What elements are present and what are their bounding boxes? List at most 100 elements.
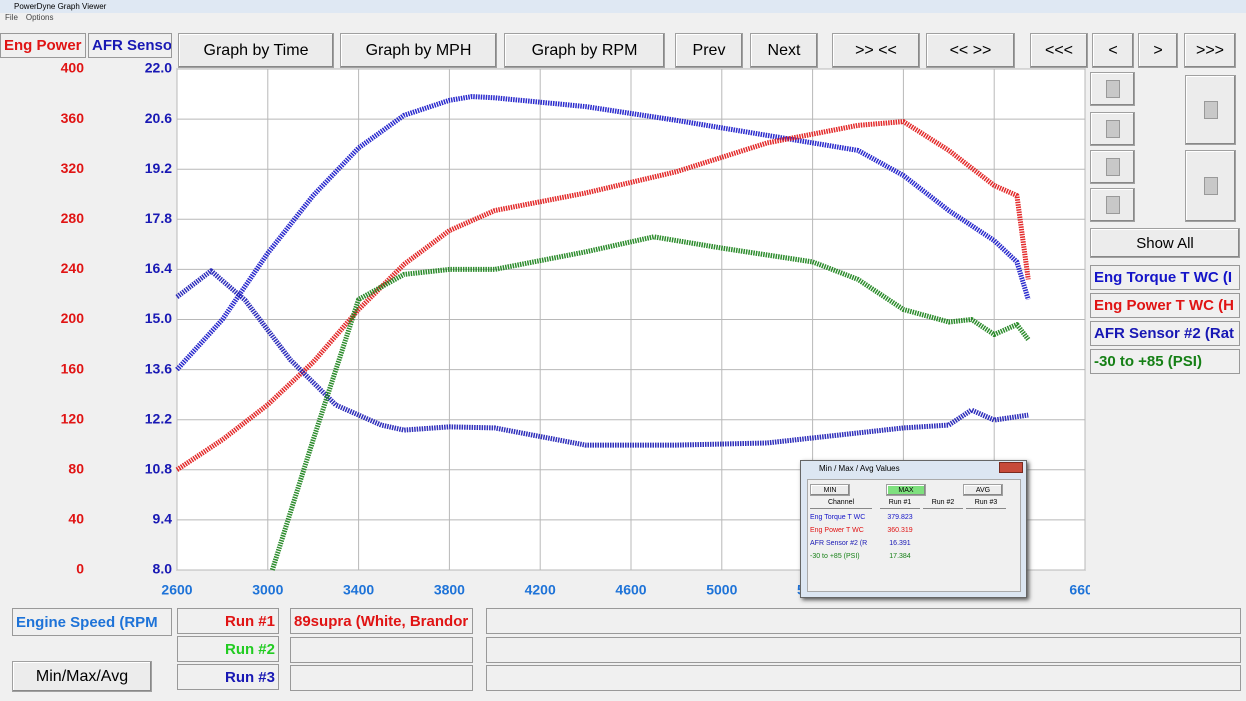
- scroll-button[interactable]: [1090, 112, 1135, 146]
- x-tick-label: 3800: [434, 582, 465, 598]
- x-tick-label: 2600: [161, 582, 192, 598]
- y2-tick-label: 20.6: [145, 110, 172, 126]
- y-tick-label: 120: [61, 410, 85, 426]
- run-info: [486, 637, 1241, 663]
- toolbar-button[interactable]: Next: [750, 33, 818, 68]
- x-tick-label: 3000: [252, 582, 283, 598]
- dialog-cell: Eng Power T WC: [810, 527, 864, 534]
- menu-item[interactable]: File: [5, 13, 18, 22]
- y-tick-label: 160: [61, 360, 85, 376]
- x-tick-label: 4600: [615, 582, 646, 598]
- toolbar-button[interactable]: <<<: [1030, 33, 1088, 68]
- y2-tick-label: 19.2: [145, 160, 172, 176]
- x-tick-label: 4200: [525, 582, 556, 598]
- series-line: [175, 268, 1029, 448]
- window-title: PowerDyne Graph Viewer: [14, 2, 107, 11]
- scroll-button[interactable]: [1185, 75, 1236, 145]
- x-axis-label: Engine Speed (RPM: [12, 608, 172, 636]
- min-max-avg-dialog: Min / Max / Avg Values MIN MAX AVG Channel R…: [800, 460, 1027, 598]
- y2-tick-label: 9.4: [153, 511, 173, 527]
- menu-item[interactable]: Options: [25, 13, 54, 22]
- x-tick-label: 5000: [706, 582, 737, 598]
- series-line: [175, 119, 1031, 472]
- toolbar-button[interactable]: Graph by MPH: [340, 33, 497, 68]
- dialog-title: Min / Max / Avg Values: [819, 464, 900, 473]
- y-tick-label: 200: [61, 310, 85, 326]
- dialog-button[interactable]: MIN: [810, 484, 850, 496]
- dialog-body: MIN MAX AVG Channel Run #1 Run #2 Run #3 Eng To…: [807, 479, 1021, 592]
- scroll-icon: [1203, 101, 1218, 119]
- y2-tick-label: 17.8: [145, 210, 172, 226]
- y2-tick-label: 10.8: [145, 461, 172, 477]
- legend-entry[interactable]: AFR Sensor #2 (Rat: [1090, 321, 1240, 346]
- run-label: Run #3: [177, 664, 279, 690]
- series-line: [269, 234, 1031, 571]
- min-max-avg-button[interactable]: Min/Max/Avg: [12, 661, 152, 692]
- legend-entry[interactable]: Eng Torque T WC (I: [1090, 265, 1240, 290]
- dialog-header: Run #3: [966, 499, 1006, 509]
- chart: 2600300034003800420046005000540058006200…: [61, 60, 1090, 598]
- run-label: Run #2: [177, 636, 279, 662]
- scroll-icon: [1105, 196, 1120, 214]
- scroll-icon: [1105, 158, 1120, 176]
- y-tick-label: 80: [68, 461, 84, 477]
- dialog-header: Run #2: [923, 499, 963, 509]
- show-all-button[interactable]: Show All: [1090, 228, 1240, 258]
- run-label: Run #1: [177, 608, 279, 634]
- toolbar-button[interactable]: <: [1092, 33, 1134, 68]
- y2-tick-label: 15.0: [145, 310, 172, 326]
- run-name-empty: [290, 665, 473, 691]
- scroll-icon: [1105, 120, 1120, 138]
- toolbar-button[interactable]: >: [1138, 33, 1178, 68]
- scroll-button[interactable]: [1090, 72, 1135, 106]
- toolbar-button[interactable]: Graph by Time: [178, 33, 334, 68]
- dialog-cell: 16.391: [889, 540, 911, 547]
- y2-tick-label: 13.6: [145, 360, 172, 376]
- y-tick-label: 400: [61, 60, 85, 76]
- y2-tick-label: 12.2: [145, 410, 172, 426]
- dialog-cell: AFR Sensor #2 (R: [810, 540, 868, 547]
- run-name: 89supra (White, Brandor: [290, 608, 473, 634]
- toolbar-button[interactable]: << >>: [926, 33, 1015, 68]
- title-bar: PowerDyne Graph Viewer: [0, 0, 1246, 13]
- dialog-cell: 379.823: [887, 514, 913, 521]
- scroll-icon: [1105, 80, 1120, 98]
- scroll-button[interactable]: [1090, 150, 1135, 184]
- legend-entry[interactable]: -30 to +85 (PSI): [1090, 349, 1240, 374]
- run-info: [486, 608, 1241, 634]
- y2-tick-label: 8.0: [153, 561, 173, 577]
- menu-bar: File Options: [0, 13, 1246, 25]
- scroll-icon: [1203, 177, 1218, 195]
- toolbar-button[interactable]: >>>: [1184, 33, 1236, 68]
- x-tick-label: 3400: [343, 582, 374, 598]
- close-button[interactable]: [999, 462, 1023, 473]
- dialog-cell: Eng Torque T WC: [810, 514, 866, 521]
- dialog-cell: -30 to +85 (PSI): [810, 553, 860, 560]
- y-axis-label: Eng Power: [0, 33, 86, 58]
- y2-tick-label: 22.0: [145, 60, 172, 76]
- legend-entry[interactable]: Eng Power T WC (H: [1090, 293, 1240, 318]
- y-tick-label: 280: [61, 210, 85, 226]
- y2-tick-label: 16.4: [145, 260, 172, 276]
- y-tick-label: 40: [68, 511, 84, 527]
- y-tick-label: 240: [61, 260, 85, 276]
- dialog-header: Run #1: [880, 499, 920, 509]
- run-info: [486, 665, 1241, 691]
- y-tick-label: 320: [61, 160, 85, 176]
- dialog-button[interactable]: AVG: [963, 484, 1003, 496]
- dialog-cell: 360.319: [887, 527, 913, 534]
- dialog-button[interactable]: MAX: [886, 484, 926, 496]
- y2-axis-label: AFR Senso: [88, 33, 172, 58]
- dialog-cell: 17.384: [889, 553, 911, 560]
- scroll-button[interactable]: [1090, 188, 1135, 222]
- y-tick-label: 360: [61, 110, 85, 126]
- y-tick-label: 0: [76, 561, 84, 577]
- scroll-button[interactable]: [1185, 150, 1236, 222]
- toolbar-button[interactable]: >> <<: [832, 33, 920, 68]
- toolbar-button[interactable]: Prev: [675, 33, 743, 68]
- run-name-empty: [290, 637, 473, 663]
- toolbar-button[interactable]: Graph by RPM: [504, 33, 665, 68]
- dialog-header: Channel: [810, 499, 872, 509]
